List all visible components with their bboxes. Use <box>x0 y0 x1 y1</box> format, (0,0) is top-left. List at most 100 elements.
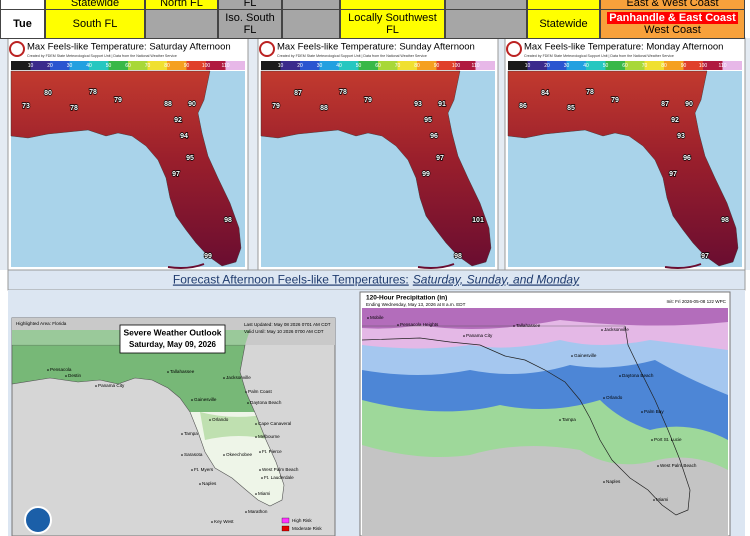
city-dot <box>513 325 515 327</box>
temp-label: 95 <box>424 117 432 124</box>
temp-label: 90 <box>685 101 693 108</box>
temp-label: 85 <box>567 105 575 112</box>
table-cell <box>445 9 527 39</box>
temp-label: 86 <box>519 103 527 110</box>
city-label: West Palm Beach <box>262 467 299 472</box>
city-dot <box>651 439 653 441</box>
scale-label: 30 <box>317 63 323 69</box>
city-label: Mobile <box>370 315 384 320</box>
city-label: Daytona Beach <box>622 373 654 378</box>
temp-label: 99 <box>422 171 430 178</box>
scale-label: 40 <box>583 63 589 69</box>
temp-label: 98 <box>454 253 462 260</box>
temp-label: 92 <box>671 117 679 124</box>
city-label: Gainesville <box>194 397 217 402</box>
scale-label: 10 <box>278 63 284 69</box>
scale-swatch <box>436 61 456 70</box>
city-label: Cape Canaveral <box>258 421 291 426</box>
city-label: Naples <box>606 479 621 484</box>
table-cell: Panhandle & East Coast West Coast <box>600 9 745 39</box>
scale-swatch <box>605 61 625 70</box>
precip-map: 120-Hour Precipitation (in) Ending Wedne… <box>359 291 731 536</box>
city-dot <box>181 454 183 456</box>
scale-swatch <box>703 61 723 70</box>
scale-swatch <box>644 61 664 70</box>
scale-label: 70 <box>145 63 151 69</box>
city-label: Orlando <box>606 395 623 400</box>
temp-label: 78 <box>70 105 78 112</box>
temp-label: 84 <box>541 90 549 97</box>
city-label: Tallahassee <box>516 323 541 328</box>
city-dot <box>463 335 465 337</box>
scale-swatch <box>128 61 148 70</box>
city-dot <box>181 433 183 435</box>
keys <box>417 263 455 269</box>
scale-swatch <box>11 61 31 70</box>
city-label: Tallahassee <box>170 369 195 374</box>
scale-label: 30 <box>67 63 73 69</box>
city-label: Tampa <box>184 431 198 436</box>
scale-swatch <box>475 61 495 70</box>
city-label: West Palm Beach <box>660 463 697 468</box>
scale-label: 110 <box>222 63 230 69</box>
temp-label: 79 <box>272 103 280 110</box>
scale-label: 10 <box>525 63 531 69</box>
city-label: Palm Coast <box>248 389 272 394</box>
scale-swatch <box>206 61 226 70</box>
severe-outlook: Highlighted Area: Florida Severe Weather… <box>11 317 336 536</box>
temp-label: 79 <box>611 97 619 104</box>
temp-label: 97 <box>172 171 180 178</box>
city-dot <box>397 324 399 326</box>
land <box>260 70 492 267</box>
scale-label: 40 <box>336 63 342 69</box>
precip-init: Init: Fri 2026-05-08 12z WPC <box>667 299 727 304</box>
scale-swatch <box>186 61 206 70</box>
city-label: Naples <box>202 481 217 486</box>
scale-label: 60 <box>125 63 131 69</box>
scale-swatch <box>527 61 547 70</box>
scale-swatch <box>225 61 245 70</box>
scale-swatch <box>664 61 684 70</box>
city-dot <box>199 483 201 485</box>
temp-label: 90 <box>188 101 196 108</box>
table-cell: Locally Southwest FL <box>340 9 445 39</box>
scale-swatch <box>378 61 398 70</box>
banner: Forecast Afternoon Feels-like Temperatur… <box>173 273 580 287</box>
city-dot <box>247 402 249 404</box>
scale-swatch <box>30 61 50 70</box>
highlight-text: Panhandle & East Coast <box>607 12 738 24</box>
table-day: Tue <box>0 9 45 39</box>
scale-label: 90 <box>184 63 190 69</box>
map-credit: Created by FDEM State Meteorological Sup… <box>27 54 177 58</box>
table-cell: Statewide <box>527 9 600 39</box>
map-title: Max Feels-like Temperature: Sunday After… <box>277 42 475 53</box>
city-dot <box>657 465 659 467</box>
feels-like-map: Max Feels-like Temperature: Sunday After… <box>257 37 499 271</box>
scale-label: 90 <box>434 63 440 69</box>
scale-swatch <box>456 61 476 70</box>
city-label: Gainesville <box>574 353 597 358</box>
feels-like-map: Max Feels-like Temperature: Monday After… <box>504 37 746 271</box>
legend-item: Moderate Risk <box>292 526 322 531</box>
temp-label: 92 <box>174 117 182 124</box>
temp-label: 78 <box>339 89 347 96</box>
city-dot <box>191 399 193 401</box>
city-label: Palm Bay <box>644 409 664 414</box>
scale-label: 100 <box>699 63 708 69</box>
city-dot <box>259 469 261 471</box>
scale-label: 100 <box>452 63 461 69</box>
scale-swatch <box>722 61 742 70</box>
city-label: Destin <box>68 373 81 378</box>
feels-like-map: Max Feels-like Temperature: Saturday Aft… <box>7 37 249 271</box>
city-label: Panama City <box>466 333 493 338</box>
scale-label: 10 <box>28 63 34 69</box>
city-dot <box>603 481 605 483</box>
map-title: Max Feels-like Temperature: Saturday Aft… <box>27 42 231 53</box>
temp-label: 79 <box>364 97 372 104</box>
city-dot <box>245 391 247 393</box>
city-dot <box>603 397 605 399</box>
scale-label: 70 <box>395 63 401 69</box>
city-dot <box>223 454 225 456</box>
temp-label: 94 <box>180 133 188 140</box>
temp-label: 98 <box>721 217 729 224</box>
